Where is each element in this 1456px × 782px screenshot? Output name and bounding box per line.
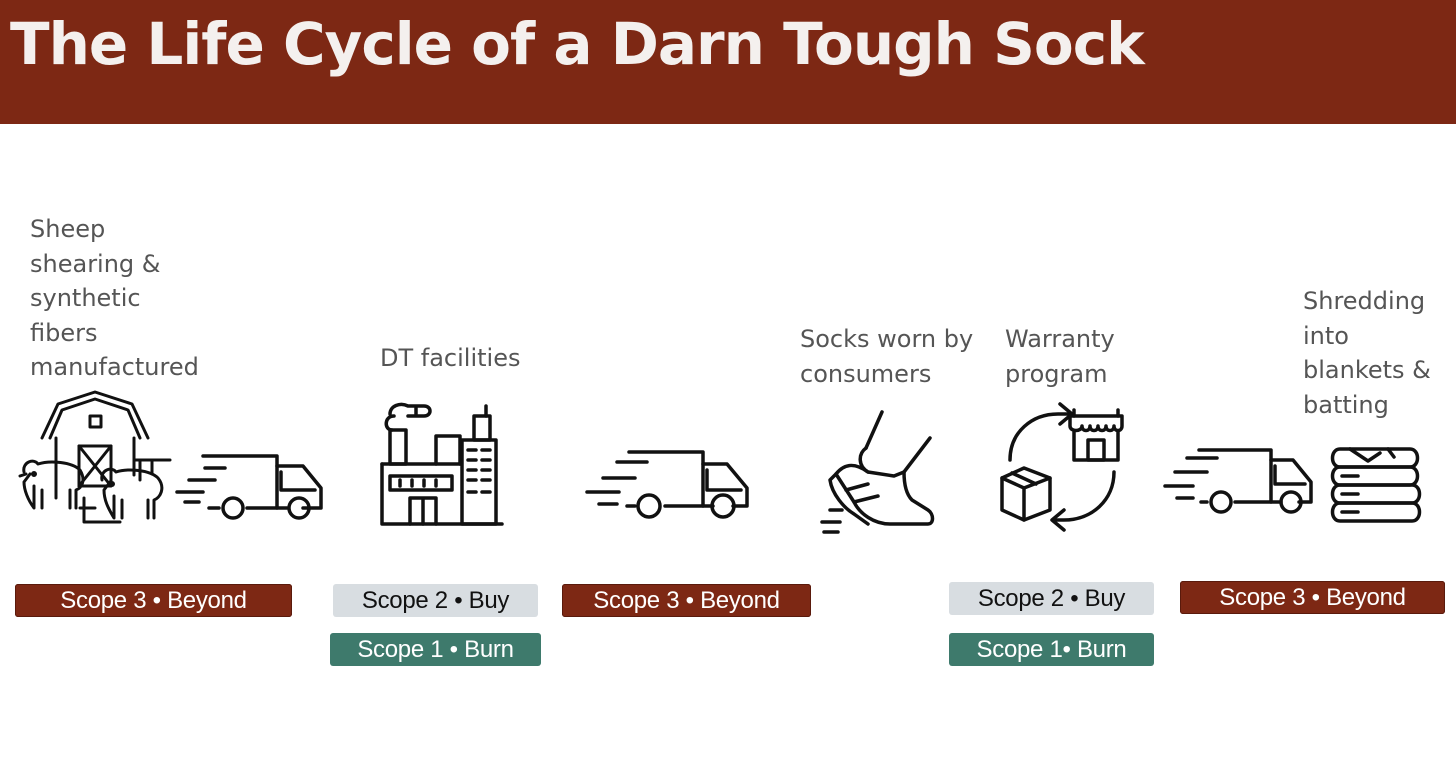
delivery-truck-icon [1163, 446, 1315, 518]
stage-label-sourcing: Sheep shearing & synthetic fibers manufa… [30, 215, 199, 381]
barn-with-sheep-icon [18, 390, 175, 525]
scope2-badge-facilities: Scope 2 • Buy [333, 584, 538, 617]
stage-label-consumers: Socks worn by consumers [800, 325, 974, 388]
page-title: The Life Cycle of a Darn Tough Sock [10, 10, 1145, 78]
scope3-badge-distribution: Scope 3 • Beyond [562, 584, 811, 617]
scope2-badge-warranty: Scope 2 • Buy [949, 582, 1154, 615]
delivery-truck-icon [585, 448, 750, 520]
scope1-badge-warranty: Scope 1• Burn [949, 633, 1154, 666]
folded-blankets-icon [1328, 445, 1424, 525]
return-cycle-icon [998, 402, 1126, 532]
walking-shoe-icon [818, 410, 936, 534]
factory-icon [380, 402, 504, 527]
delivery-truck-icon [175, 450, 325, 520]
scope3-badge-end-of-life: Scope 3 • Beyond [1180, 581, 1445, 614]
stage-label-shredding: Shredding into blankets & batting [1303, 287, 1431, 419]
stage-label-warranty: Warranty program [1005, 325, 1115, 388]
title-banner: The Life Cycle of a Darn Tough Sock [0, 0, 1456, 124]
stage-label-facilities: DT facilities [380, 344, 521, 372]
scope3-badge-sourcing: Scope 3 • Beyond [15, 584, 292, 617]
scope1-badge-facilities: Scope 1 • Burn [330, 633, 541, 666]
